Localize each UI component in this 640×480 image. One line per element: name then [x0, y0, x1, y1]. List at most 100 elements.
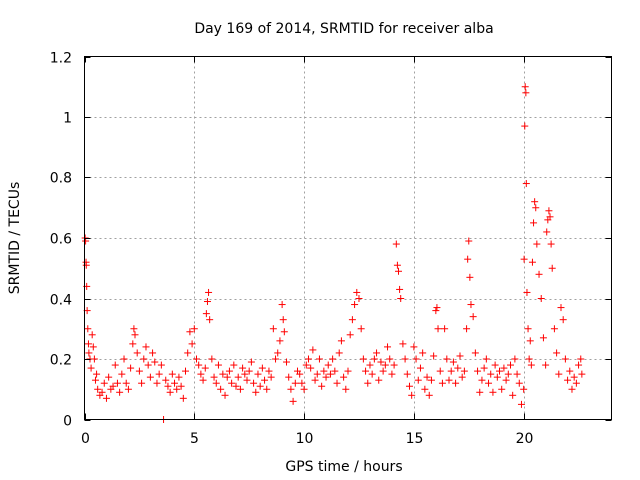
grid-lines [84, 56, 612, 420]
data-point [243, 376, 251, 384]
data-point [421, 385, 429, 393]
data-point [267, 373, 275, 381]
data-point [340, 373, 348, 381]
data-point [130, 325, 138, 333]
data-point [465, 237, 473, 245]
data-point [320, 367, 328, 375]
data-point [149, 349, 157, 357]
data-point [390, 361, 398, 369]
data-point [441, 325, 449, 333]
data-point [331, 367, 339, 375]
data-point [217, 385, 225, 393]
data-point [279, 316, 287, 324]
data-point [412, 355, 420, 363]
data-point [364, 379, 372, 387]
data-point [206, 316, 214, 324]
data-point [491, 361, 499, 369]
data-point [496, 367, 504, 375]
data-point [151, 358, 159, 366]
data-point [333, 379, 341, 387]
data-point [543, 228, 551, 236]
data-point [241, 370, 249, 378]
data-point [179, 394, 187, 402]
data-point [557, 304, 565, 312]
data-point [313, 370, 321, 378]
x-tick-label: 5 [190, 431, 199, 447]
data-point [555, 370, 563, 378]
data-point [525, 355, 533, 363]
data-point [88, 331, 96, 339]
data-point [577, 355, 585, 363]
data-point [423, 373, 431, 381]
data-point [135, 367, 143, 375]
data-point [474, 367, 482, 375]
data-point [548, 264, 556, 272]
data-point [463, 325, 471, 333]
data-point [269, 325, 277, 333]
chart-title: Day 169 of 2014, SRMTID for receiver alb… [194, 21, 493, 37]
data-point [162, 376, 170, 384]
data-point [90, 355, 98, 363]
data-point [155, 370, 163, 378]
data-point [532, 204, 540, 212]
data-point [366, 361, 374, 369]
data-point [500, 364, 508, 372]
data-point [550, 325, 558, 333]
data-point [245, 367, 253, 375]
data-point [397, 295, 405, 302]
data-point [526, 337, 534, 345]
data-point [485, 379, 493, 387]
data-point [408, 391, 416, 399]
data-point [296, 370, 304, 378]
data-point [122, 379, 130, 387]
data-point [381, 361, 389, 369]
y-tick-label: 0.8 [50, 171, 72, 187]
data-point [513, 370, 521, 378]
data-point [133, 349, 141, 357]
data-point [326, 370, 334, 378]
data-point [396, 285, 404, 293]
data-point [433, 304, 441, 312]
data-point [300, 385, 308, 393]
data-point [329, 355, 337, 363]
data-point [564, 376, 572, 384]
data-point [454, 364, 462, 372]
data-point [131, 331, 139, 339]
data-point [456, 352, 464, 360]
y-tick-label: 0.6 [50, 232, 72, 248]
data-point [432, 307, 440, 315]
x-tick-label: 10 [296, 431, 314, 447]
x-tick-labels: 0 5 10 15 20 [81, 431, 533, 447]
data-point [469, 313, 477, 321]
data-point [102, 394, 110, 402]
data-point [315, 355, 323, 363]
data-point [223, 373, 231, 381]
data-point [168, 370, 176, 378]
data-point [199, 376, 207, 384]
y-tick-labels: 0 0.2 0.4 0.6 0.8 1 1.2 [50, 51, 72, 430]
data-point [403, 370, 411, 378]
data-point [520, 385, 528, 393]
data-point [553, 349, 561, 357]
data-point [116, 388, 124, 396]
data-point [559, 316, 567, 324]
data-point [302, 361, 310, 369]
data-point [258, 364, 266, 372]
data-point [166, 388, 174, 396]
data-point [498, 385, 506, 393]
data-point [384, 343, 392, 351]
data-point [210, 373, 218, 381]
data-point [528, 258, 536, 266]
data-point [362, 367, 370, 375]
data-point [105, 373, 113, 381]
data-point [201, 364, 209, 372]
y-tick-label: 1 [63, 111, 72, 127]
y-tick-label: 0.2 [50, 353, 72, 369]
data-point [138, 379, 146, 387]
data-point [140, 355, 148, 363]
y-tick-label: 0 [63, 414, 72, 430]
data-point [443, 355, 451, 363]
data-point [318, 382, 326, 390]
data-point [399, 340, 407, 348]
data-point [447, 367, 455, 375]
